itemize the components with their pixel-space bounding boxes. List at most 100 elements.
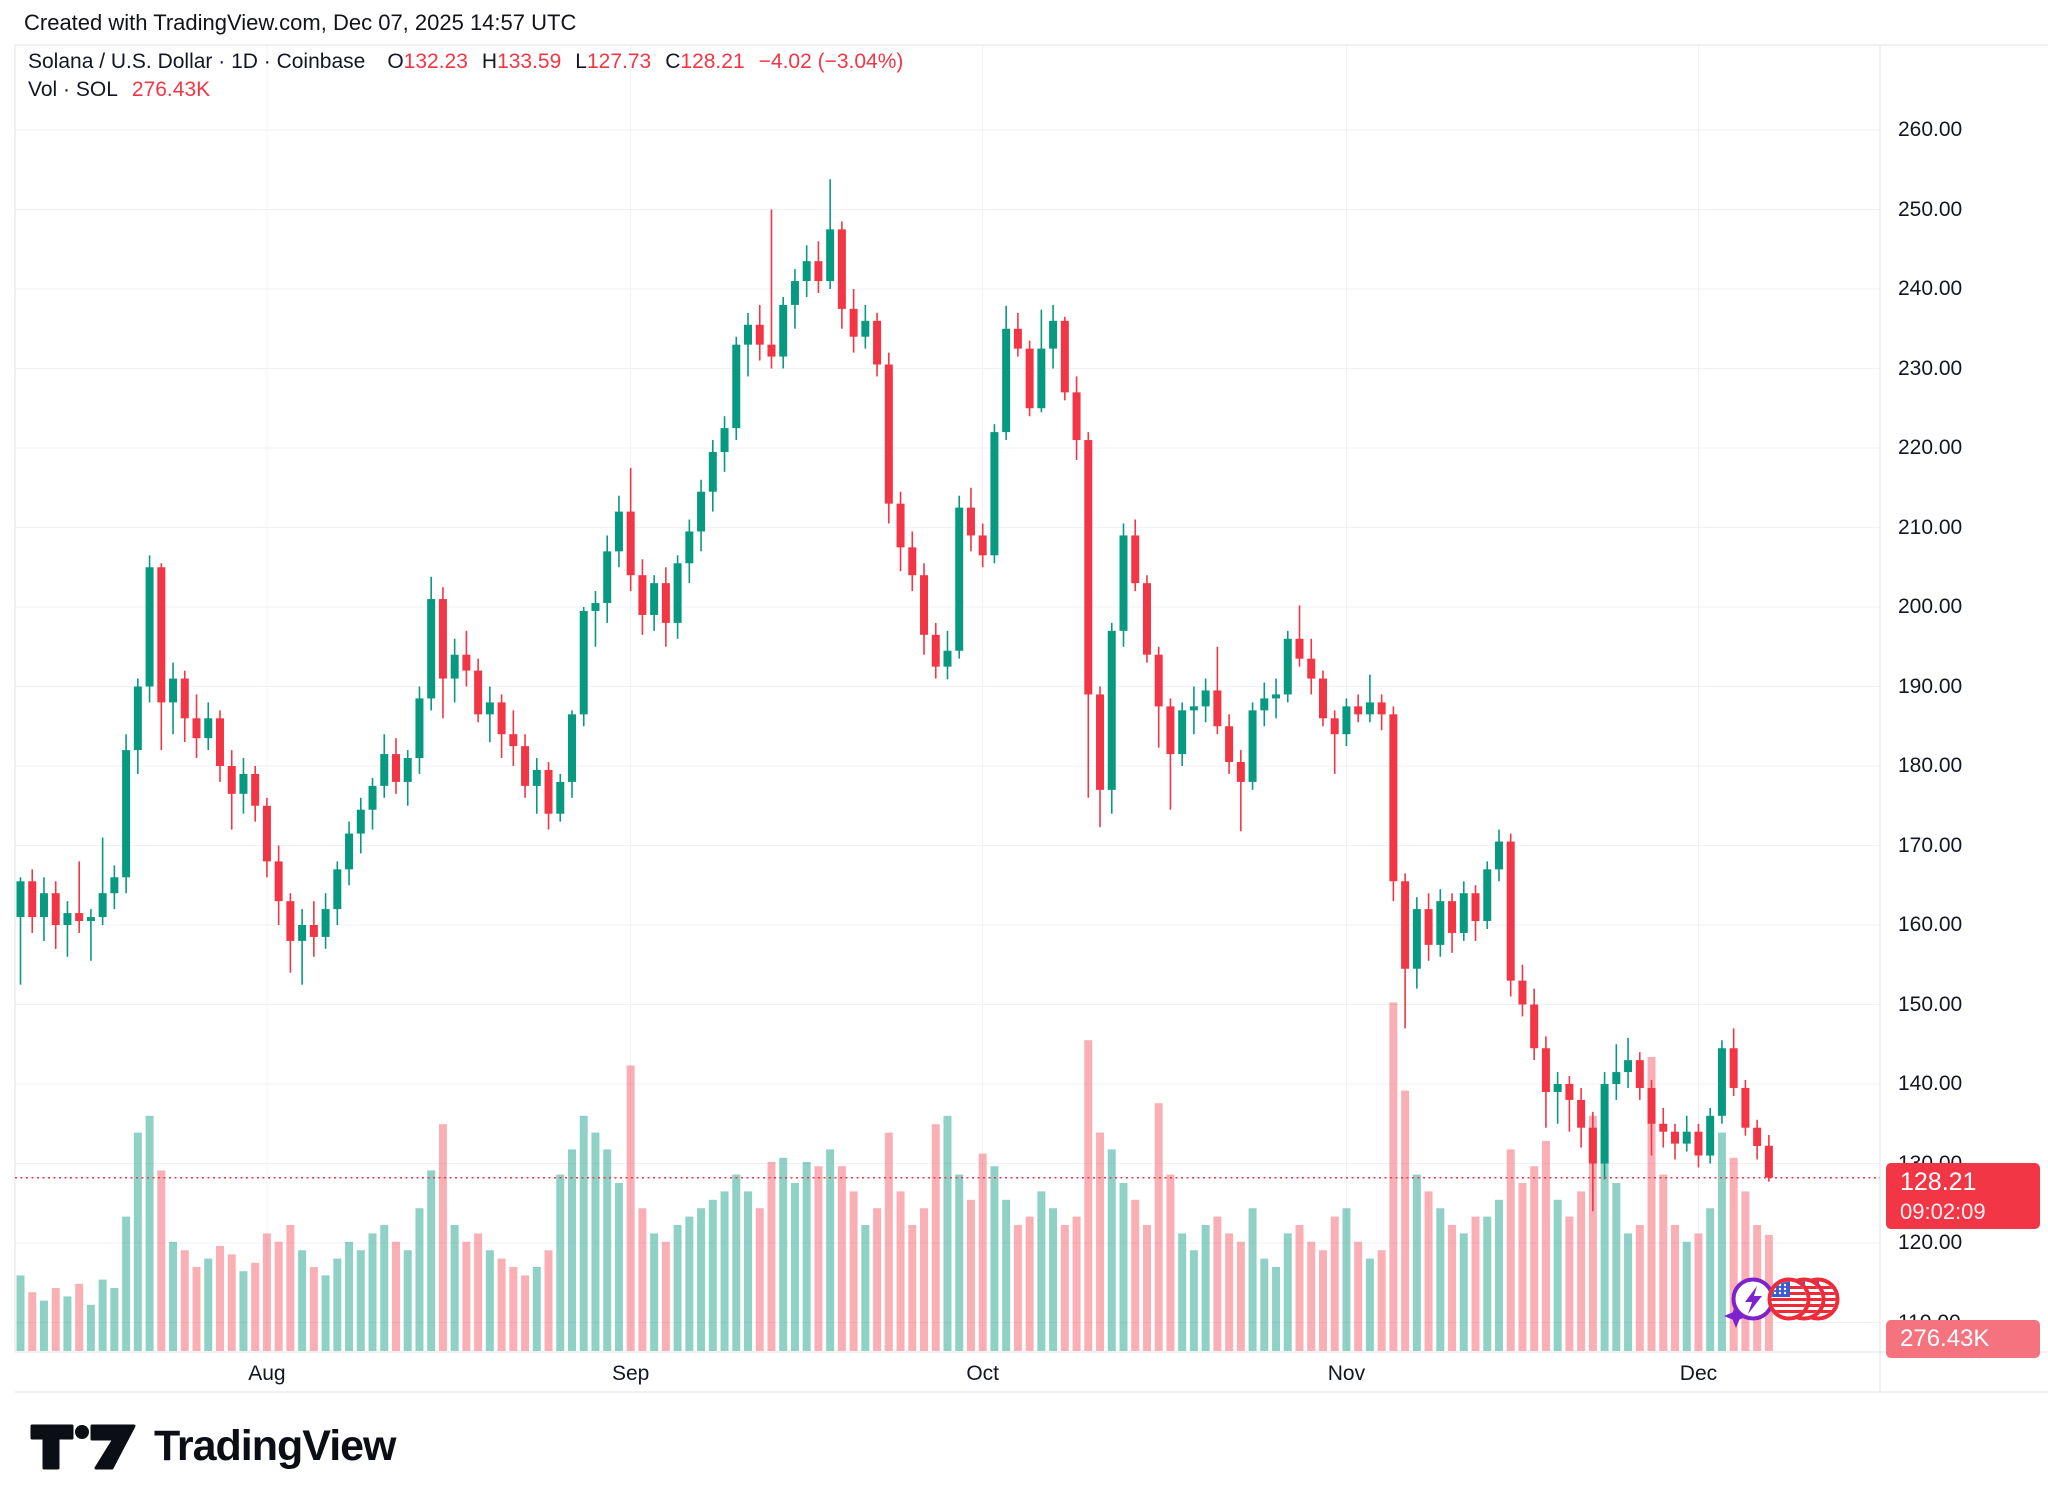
price-tick-label: 240.00 <box>1898 277 1963 300</box>
event-markers[interactable] <box>1714 1266 1864 1336</box>
volume-bar <box>1483 1216 1492 1351</box>
volume-bar <box>1541 1141 1550 1351</box>
time-tick-label: Sep <box>611 1362 650 1385</box>
volume-bar <box>415 1208 424 1351</box>
volume-scale-badge: 276.43K <box>1886 1320 2040 1358</box>
volume-legend[interactable]: Vol · SOL 276.43K <box>28 78 210 102</box>
volume-bar <box>591 1132 600 1351</box>
candle-body <box>1002 328 1011 433</box>
volume-bar <box>286 1225 295 1351</box>
bar-countdown: 09:02:09 <box>1900 1199 1986 1225</box>
volume-bar <box>1530 1166 1539 1351</box>
candle-body <box>1236 762 1245 782</box>
volume-bar <box>1635 1225 1644 1351</box>
volume-bar <box>1201 1225 1210 1351</box>
candle-body <box>16 881 25 918</box>
volume-bar <box>802 1162 811 1351</box>
volume-bar <box>321 1275 330 1351</box>
volume-bar <box>1741 1191 1750 1351</box>
candle-body <box>837 229 846 309</box>
candle-body <box>990 432 999 556</box>
volume-bar <box>1506 1149 1515 1351</box>
candle-body <box>122 750 131 878</box>
volume-bar <box>497 1258 506 1351</box>
candle-body <box>356 809 365 834</box>
candle-body <box>697 491 706 532</box>
volume-bar <box>990 1166 999 1351</box>
volume-bar <box>110 1288 119 1351</box>
volume-bar <box>1060 1225 1069 1351</box>
volume-bar <box>1600 1132 1609 1351</box>
volume-bar <box>485 1250 494 1351</box>
volume-bar <box>896 1191 905 1351</box>
candle-body <box>708 451 717 492</box>
candle-body <box>1577 1099 1586 1128</box>
volume-bar <box>579 1115 588 1351</box>
volume-bar <box>180 1250 189 1351</box>
candle-body <box>544 769 553 814</box>
volume-bar <box>650 1233 659 1351</box>
volume-bar <box>556 1174 565 1351</box>
candle-body <box>1318 678 1327 719</box>
volume-bar <box>661 1241 670 1351</box>
candle-body <box>368 785 377 810</box>
volume-bar <box>403 1250 412 1351</box>
candle-body <box>1459 893 1468 933</box>
candle-body <box>1307 658 1316 679</box>
volume-bar <box>1401 1090 1410 1351</box>
candle-body <box>650 583 659 615</box>
volume-bar <box>943 1115 952 1351</box>
volume-bar <box>1025 1216 1034 1351</box>
volume-bar <box>767 1162 776 1351</box>
candle-body <box>1389 714 1398 882</box>
candle-body <box>1506 841 1515 981</box>
candle-body <box>1142 583 1151 655</box>
price-tick-label: 160.00 <box>1898 913 1963 936</box>
tradingview-logo[interactable]: TradingView <box>28 1422 396 1471</box>
candle-body <box>767 344 776 357</box>
crypto-event-icon[interactable] <box>1724 1277 1775 1329</box>
candle-body <box>1753 1127 1762 1147</box>
volume-bar <box>755 1208 764 1351</box>
candle-body <box>1096 694 1105 790</box>
candle-body <box>251 773 260 806</box>
candle-body <box>1448 901 1457 933</box>
candle-body <box>1436 901 1445 945</box>
candle-body <box>274 861 283 902</box>
volume-bar <box>368 1233 377 1351</box>
candle-body <box>814 261 823 282</box>
symbol-legend[interactable]: Solana / U.S. Dollar · 1D · Coinbase O13… <box>28 50 903 74</box>
candle-body <box>1131 535 1140 584</box>
volume-bar <box>251 1262 260 1351</box>
candle-body <box>1060 320 1069 393</box>
candle-body <box>1494 841 1503 870</box>
volume-bar <box>1307 1241 1316 1351</box>
volume-bar <box>1072 1216 1081 1351</box>
volume-bar <box>1565 1216 1574 1351</box>
candle-body <box>1729 1048 1738 1088</box>
volume-bar <box>298 1250 307 1351</box>
candle-body <box>1401 881 1410 969</box>
volume-bar <box>1236 1241 1245 1351</box>
candle-body <box>1424 909 1433 945</box>
candle-body <box>1354 706 1363 715</box>
last-price-value: 128.21 <box>1900 1168 1977 1197</box>
candle-body <box>614 511 623 552</box>
candle-body <box>1013 328 1022 349</box>
candle-body <box>1049 320 1058 349</box>
volume-bar <box>837 1166 846 1351</box>
volume-bar <box>215 1246 224 1351</box>
candle-body <box>1530 1004 1539 1049</box>
candle-body <box>180 678 189 719</box>
us-economic-events-icon[interactable] <box>1770 1280 1838 1319</box>
candle-body <box>1483 869 1492 922</box>
volume-bar <box>63 1296 72 1351</box>
volume-bar <box>697 1208 706 1351</box>
candle-body <box>110 877 119 894</box>
candle-body <box>403 758 412 782</box>
candle-body <box>1330 718 1339 735</box>
volume-bar <box>1471 1216 1480 1351</box>
candle-body <box>1694 1131 1703 1156</box>
candle-body <box>98 893 107 918</box>
